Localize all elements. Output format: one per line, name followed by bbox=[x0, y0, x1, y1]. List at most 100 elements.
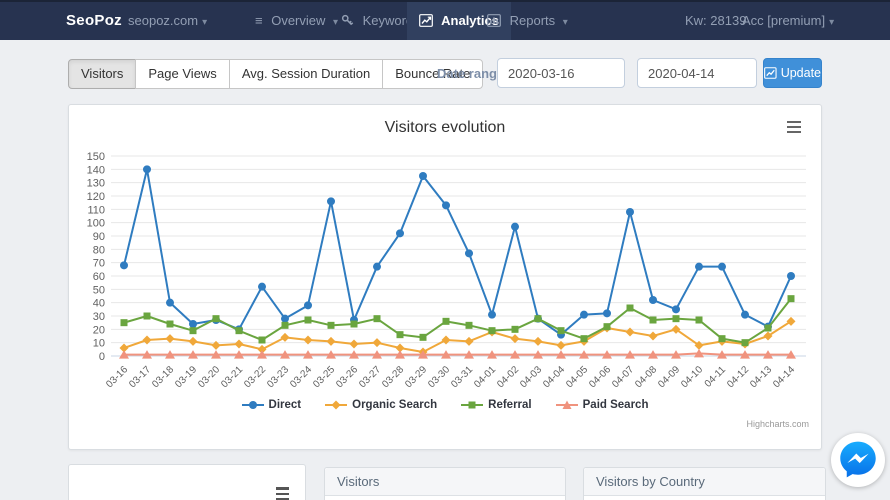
series-point-referral[interactable] bbox=[534, 315, 542, 323]
series-point-direct[interactable] bbox=[718, 262, 726, 271]
series-point-referral[interactable] bbox=[373, 315, 381, 323]
series-point-paid-search[interactable] bbox=[510, 350, 520, 359]
series-point-referral[interactable] bbox=[603, 323, 611, 331]
series-point-referral[interactable] bbox=[258, 336, 266, 344]
series-point-paid-search[interactable] bbox=[441, 350, 451, 359]
series-point-organic-search[interactable] bbox=[188, 336, 198, 346]
series-point-direct[interactable] bbox=[419, 172, 427, 180]
series-point-direct[interactable] bbox=[649, 296, 657, 304]
series-point-paid-search[interactable] bbox=[763, 350, 773, 359]
series-point-organic-search[interactable] bbox=[372, 338, 382, 348]
tab-avg-session-duration[interactable]: Avg. Session Duration bbox=[228, 59, 384, 89]
series-line-referral[interactable] bbox=[123, 298, 792, 344]
series-point-referral[interactable] bbox=[281, 321, 289, 329]
series-point-paid-search[interactable] bbox=[326, 350, 336, 359]
nav-item-keywords[interactable]: Keywords bbox=[341, 2, 420, 40]
series-point-direct[interactable] bbox=[304, 301, 312, 310]
series-point-paid-search[interactable] bbox=[349, 350, 359, 359]
legend-item-paid-search[interactable]: Paid Search bbox=[555, 399, 648, 411]
series-point-paid-search[interactable] bbox=[418, 350, 428, 359]
tab-visitors[interactable]: Visitors bbox=[68, 59, 137, 89]
series-point-direct[interactable] bbox=[580, 310, 588, 319]
series-point-paid-search[interactable] bbox=[372, 350, 382, 359]
series-point-organic-search[interactable] bbox=[211, 340, 221, 350]
series-point-organic-search[interactable] bbox=[510, 334, 520, 344]
series-point-referral[interactable] bbox=[419, 333, 427, 341]
series-point-organic-search[interactable] bbox=[257, 344, 267, 354]
series-point-referral[interactable] bbox=[304, 316, 312, 324]
series-point-referral[interactable] bbox=[672, 315, 680, 323]
legend-item-direct[interactable]: Direct bbox=[241, 399, 301, 411]
series-point-referral[interactable] bbox=[718, 335, 726, 343]
chart-menu-icon[interactable] bbox=[787, 121, 801, 133]
series-point-direct[interactable] bbox=[695, 262, 703, 271]
series-point-organic-search[interactable] bbox=[786, 316, 796, 326]
series-point-paid-search[interactable] bbox=[533, 350, 543, 359]
series-point-paid-search[interactable] bbox=[211, 350, 221, 359]
series-point-referral[interactable] bbox=[580, 335, 588, 343]
series-point-organic-search[interactable] bbox=[671, 324, 681, 334]
series-point-direct[interactable] bbox=[258, 282, 266, 291]
series-line-paid-search[interactable] bbox=[124, 352, 791, 356]
update-button[interactable]: Update bbox=[763, 58, 822, 88]
series-point-referral[interactable] bbox=[465, 321, 473, 329]
series-point-direct[interactable] bbox=[626, 208, 634, 216]
legend-item-referral[interactable]: Referral bbox=[461, 399, 532, 411]
series-point-direct[interactable] bbox=[672, 305, 680, 314]
series-point-paid-search[interactable] bbox=[464, 350, 474, 359]
series-point-paid-search[interactable] bbox=[556, 350, 566, 359]
series-point-paid-search[interactable] bbox=[602, 350, 612, 359]
series-point-referral[interactable] bbox=[235, 327, 243, 335]
series-point-organic-search[interactable] bbox=[441, 335, 451, 345]
series-point-direct[interactable] bbox=[120, 261, 128, 270]
series-point-organic-search[interactable] bbox=[234, 339, 244, 349]
series-point-organic-search[interactable] bbox=[303, 335, 313, 345]
series-point-direct[interactable] bbox=[603, 309, 611, 318]
site-selector[interactable]: seopoz.com ▾ bbox=[128, 13, 208, 28]
series-point-referral[interactable] bbox=[143, 312, 151, 320]
series-point-referral[interactable] bbox=[442, 317, 450, 325]
series-point-referral[interactable] bbox=[166, 320, 174, 328]
series-point-referral[interactable] bbox=[327, 321, 335, 329]
series-point-paid-search[interactable] bbox=[671, 350, 681, 359]
series-point-organic-search[interactable] bbox=[349, 339, 359, 349]
series-point-direct[interactable] bbox=[327, 197, 335, 206]
nav-item-reports[interactable]: Reports ▾ bbox=[487, 2, 568, 40]
series-point-organic-search[interactable] bbox=[165, 334, 175, 344]
series-point-paid-search[interactable] bbox=[303, 350, 313, 359]
series-point-paid-search[interactable] bbox=[625, 350, 635, 359]
series-point-direct[interactable] bbox=[488, 310, 496, 319]
tab-page-views[interactable]: Page Views bbox=[135, 59, 230, 89]
series-point-paid-search[interactable] bbox=[717, 350, 727, 359]
series-point-referral[interactable] bbox=[396, 331, 404, 339]
tab-bounce-rate[interactable]: Bounce Rate bbox=[382, 59, 484, 89]
series-point-paid-search[interactable] bbox=[694, 348, 704, 358]
series-point-paid-search[interactable] bbox=[165, 350, 175, 359]
series-point-direct[interactable] bbox=[787, 272, 795, 280]
series-point-organic-search[interactable] bbox=[625, 327, 635, 337]
series-point-direct[interactable] bbox=[281, 314, 289, 323]
series-point-organic-search[interactable] bbox=[119, 343, 129, 353]
series-point-direct[interactable] bbox=[166, 298, 174, 307]
series-point-referral[interactable] bbox=[741, 339, 749, 347]
nav-item-overview[interactable]: ≡ Overview ▾ bbox=[255, 13, 339, 28]
series-point-referral[interactable] bbox=[511, 325, 519, 333]
series-point-organic-search[interactable] bbox=[648, 331, 658, 341]
messenger-chat-button[interactable] bbox=[831, 433, 885, 487]
series-point-referral[interactable] bbox=[488, 327, 496, 335]
series-point-direct[interactable] bbox=[511, 222, 519, 231]
series-point-paid-search[interactable] bbox=[648, 350, 658, 359]
series-point-paid-search[interactable] bbox=[579, 350, 589, 359]
series-point-direct[interactable] bbox=[741, 310, 749, 319]
series-point-paid-search[interactable] bbox=[740, 350, 750, 359]
brand-logo[interactable]: SeoPoz bbox=[66, 12, 122, 29]
series-point-referral[interactable] bbox=[649, 316, 657, 324]
series-point-organic-search[interactable] bbox=[464, 336, 474, 346]
series-point-direct[interactable] bbox=[465, 249, 473, 258]
series-point-referral[interactable] bbox=[189, 327, 197, 335]
series-point-referral[interactable] bbox=[120, 319, 128, 327]
series-point-direct[interactable] bbox=[442, 201, 450, 210]
series-line-organic-search[interactable] bbox=[123, 320, 792, 353]
series-point-referral[interactable] bbox=[212, 315, 220, 323]
